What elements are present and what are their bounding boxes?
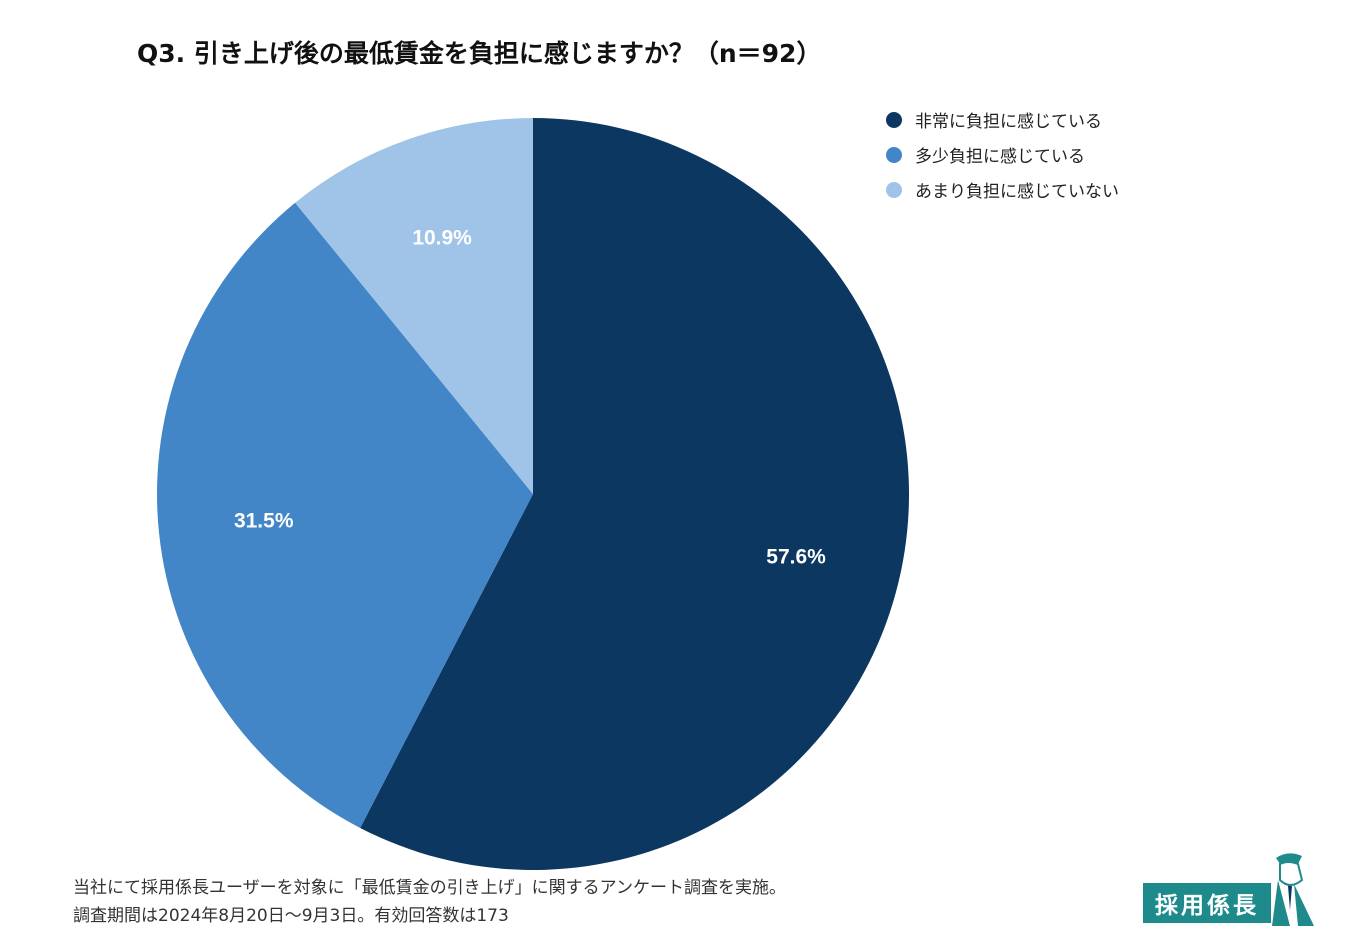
footnote: 当社にて採用係長ユーザーを対象に「最低賃金の引き上げ」に関するアンケート調査を実…	[73, 874, 786, 930]
pie-slice	[295, 118, 533, 494]
legend-item: 多少負担に感じている	[886, 137, 1119, 172]
mascot-icon	[1272, 853, 1314, 926]
logo-text: 採用係長	[1143, 883, 1271, 923]
legend-item: あまり負担に感じていない	[886, 172, 1119, 207]
footnote-line: 調査期間は2024年8月20日〜9月3日。有効回答数は173	[73, 906, 509, 926]
brand-logo: 採用係長	[1140, 850, 1320, 926]
chart-title: Q3. 引き上げ後の最低賃金を負担に感じますか？（n＝92）	[137, 39, 822, 68]
pie-slice	[157, 202, 533, 828]
footnote-line: 当社にて採用係長ユーザーを対象に「最低賃金の引き上げ」に関するアンケート調査を実…	[73, 878, 786, 898]
legend-marker	[886, 146, 902, 163]
legend-label: あまり負担に感じていない	[915, 182, 1119, 202]
legend-marker	[886, 181, 902, 198]
slice-data-label: 57.6%	[766, 546, 826, 569]
legend-item: 非常に負担に感じている	[886, 102, 1119, 137]
legend-label: 多少負担に感じている	[915, 147, 1085, 167]
legend-marker	[886, 111, 902, 128]
legend-label: 非常に負担に感じている	[915, 112, 1102, 132]
slice-data-label: 31.5%	[234, 510, 294, 533]
pie-slice	[360, 118, 910, 871]
legend: 非常に負担に感じている 多少負担に感じている あまり負担に感じていない	[886, 102, 1119, 207]
slice-data-label: 10.9%	[412, 227, 472, 250]
